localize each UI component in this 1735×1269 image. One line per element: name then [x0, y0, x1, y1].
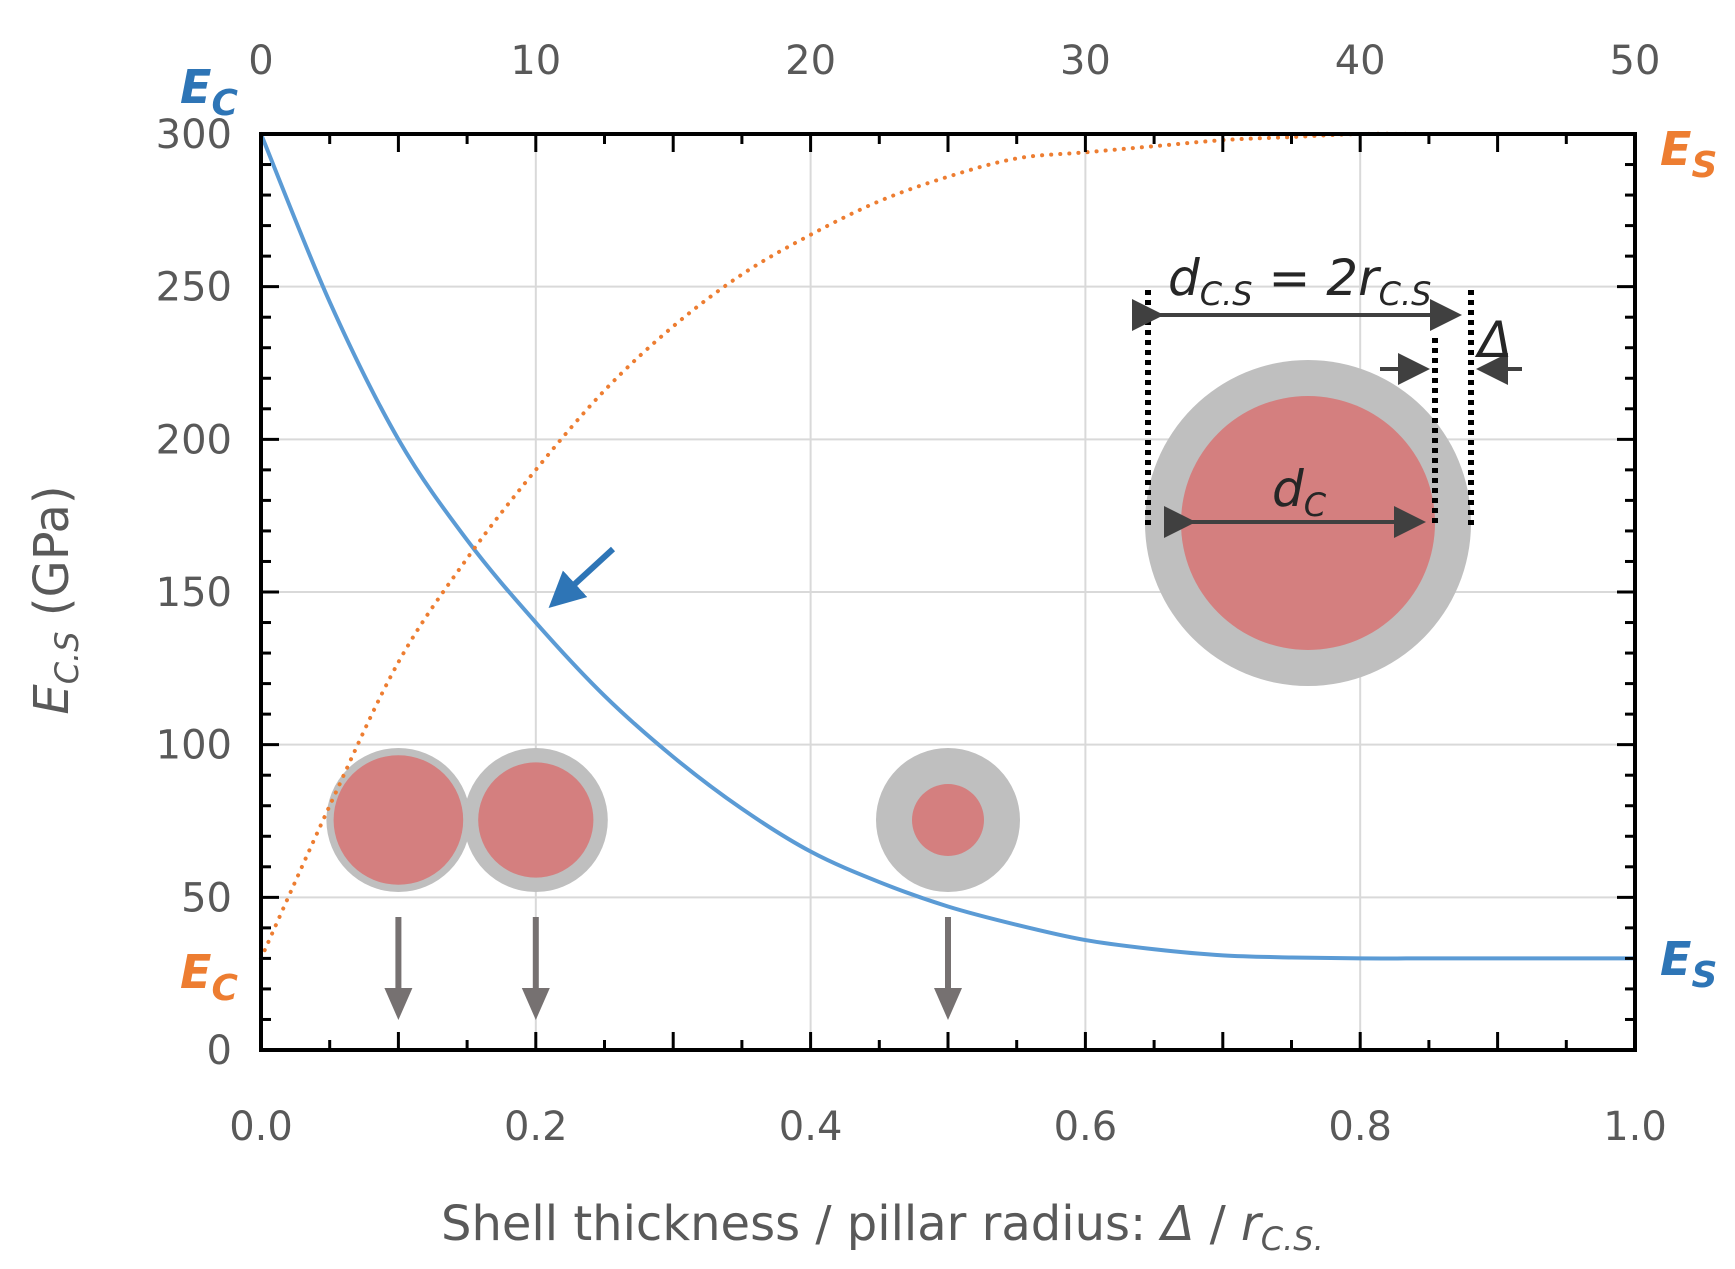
x-tick-label-bottom: 0.0 [229, 1104, 293, 1150]
x-tick-label-top: 40 [1335, 38, 1386, 84]
x-axis-title: Shell thickness / pillar radius: Δ / rC.… [441, 1196, 1324, 1258]
axis-ticks [259, 132, 1637, 1052]
series-line-ecs [259, 132, 1637, 961]
x-tick-label-top: 30 [1060, 38, 1111, 84]
y-tick-label: 150 [156, 570, 232, 616]
x-tick-label-top: 20 [785, 38, 836, 84]
inset-dc-label: dC [1272, 460, 1327, 524]
end-label-top-right: ES [1660, 122, 1717, 186]
end-label-bottom-left: EC [180, 945, 238, 1009]
x-tick-label-top: 10 [510, 38, 561, 84]
x-tick-label-bottom: 0.4 [779, 1104, 843, 1150]
cross-section-core [333, 755, 464, 885]
y-tick-label: 200 [156, 417, 232, 463]
cross-section-icons [326, 748, 1020, 892]
inset-delta-label: Δ [1474, 311, 1512, 369]
gray-down-arrow-head [384, 988, 413, 1020]
x-tick-label-bottom: 1.0 [1603, 1104, 1667, 1150]
x-tick-label-top: 50 [1610, 38, 1661, 84]
end-labels: EC ES EC ES [180, 60, 1717, 1009]
x-tick-label-bottom: 0.2 [504, 1104, 568, 1150]
gray-down-arrow-head [521, 988, 550, 1020]
y-tick-label: 300 [156, 112, 232, 158]
annotation-arrows [384, 546, 962, 1020]
blue-pointer-arrow [548, 546, 616, 609]
end-label-bottom-right: ES [1660, 932, 1717, 996]
cross-section-core [912, 784, 984, 856]
inset-dcs-label: dC.S = 2rC.S [1168, 249, 1431, 313]
y-tick-label: 50 [181, 875, 232, 921]
tick-labels: 0.0 0.2 0.4 0.6 0.8 1.0 0 10 20 30 40 50 0 50 100 150 20… [156, 38, 1667, 1150]
x-tick-label-bottom: 0.8 [1328, 1104, 1392, 1150]
y-axis-title: EC.S (GPa) [24, 485, 86, 714]
x-tick-label-top: 0 [248, 38, 273, 84]
y-tick-label: 250 [156, 265, 232, 311]
inset-diagram: dC.S = 2rC.S dC Δ [1132, 249, 1522, 686]
y-tick-label: 100 [156, 723, 232, 769]
cross-section-core [478, 762, 594, 878]
end-label-top-left: EC [180, 60, 238, 124]
gray-down-arrow-head [934, 988, 962, 1020]
x-tick-label-bottom: 0.6 [1054, 1104, 1118, 1150]
y-tick-label: 0 [207, 1028, 232, 1074]
